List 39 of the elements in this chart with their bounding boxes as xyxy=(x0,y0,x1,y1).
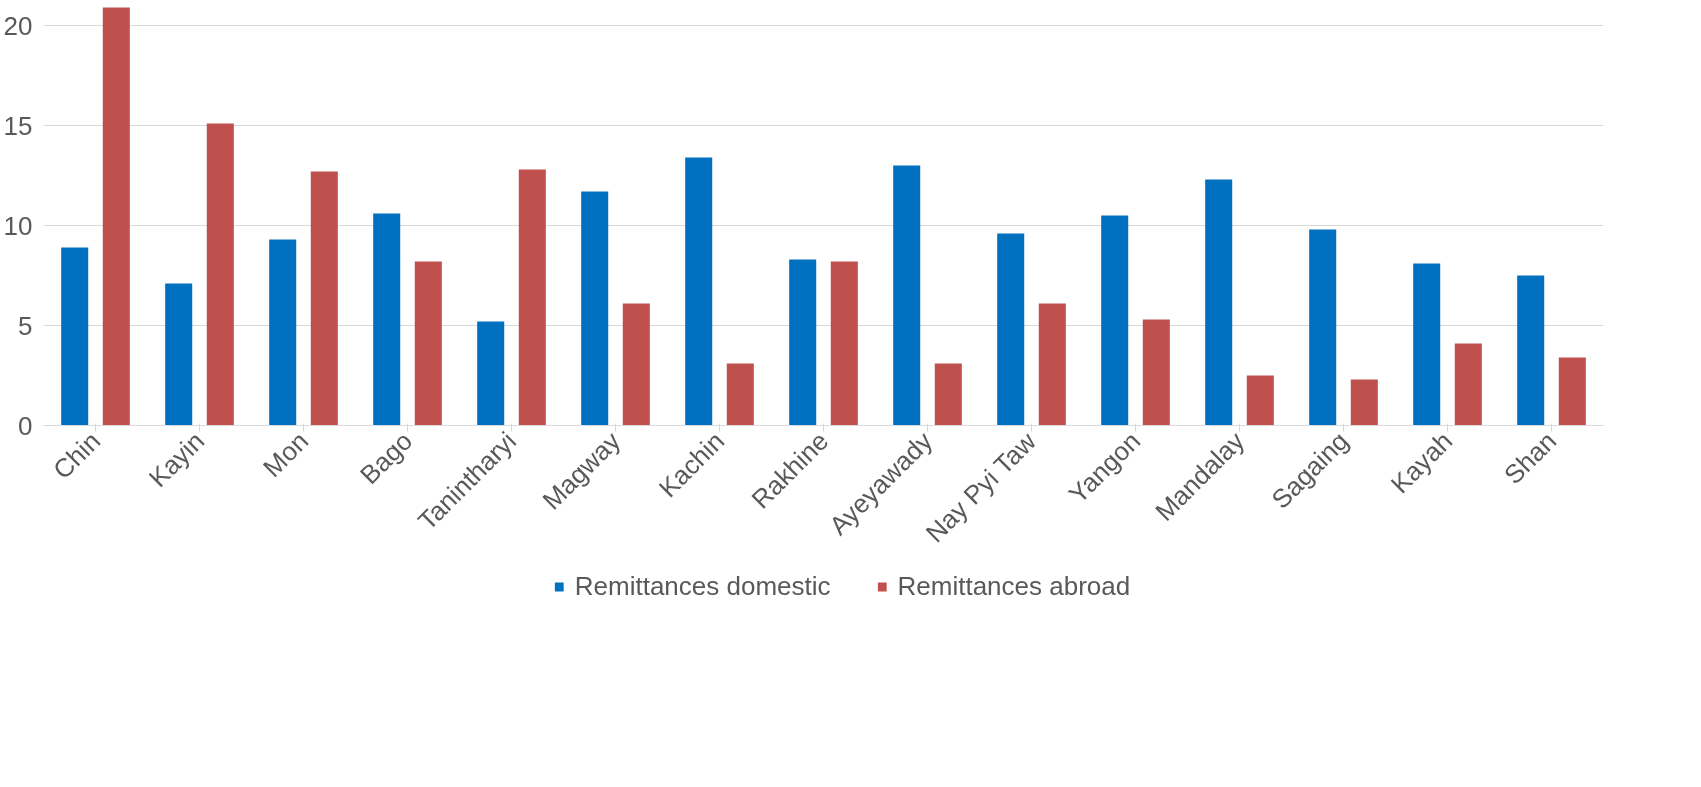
bar xyxy=(1038,303,1066,426)
bar xyxy=(830,261,858,426)
bar xyxy=(1101,215,1129,426)
bar xyxy=(1246,375,1274,426)
bar xyxy=(1454,343,1482,426)
bar xyxy=(165,283,193,426)
bar xyxy=(622,303,650,426)
bar xyxy=(206,123,234,426)
bar xyxy=(269,239,297,426)
bar xyxy=(414,261,442,426)
bar xyxy=(518,169,546,426)
bar xyxy=(61,247,89,426)
bar xyxy=(1205,179,1233,426)
bar xyxy=(477,321,505,426)
legend-label: Remittances domestic xyxy=(574,570,831,602)
legend-label: Remittances abroad xyxy=(897,570,1131,602)
bar xyxy=(789,259,817,426)
bar xyxy=(726,363,754,426)
bar xyxy=(1350,379,1378,426)
bar xyxy=(1309,229,1337,426)
x-tick-label: Mon xyxy=(257,425,315,483)
bar xyxy=(1517,275,1545,426)
bar xyxy=(373,213,401,426)
y-tick-label: 15 xyxy=(3,110,33,141)
y-tick-label: 5 xyxy=(18,310,33,341)
x-tick-label: Chin xyxy=(47,425,107,485)
bar xyxy=(1142,319,1170,426)
bar xyxy=(1558,357,1586,426)
bar xyxy=(102,7,130,426)
bar xyxy=(310,171,338,426)
bar xyxy=(581,191,609,426)
bar xyxy=(934,363,962,426)
bar xyxy=(997,233,1025,426)
bar xyxy=(1413,263,1441,426)
y-tick-label: 10 xyxy=(3,210,33,241)
bar xyxy=(893,165,921,426)
y-tick-label: 0 xyxy=(18,410,33,441)
y-tick-label: 20 xyxy=(3,10,33,41)
bar xyxy=(685,157,713,426)
